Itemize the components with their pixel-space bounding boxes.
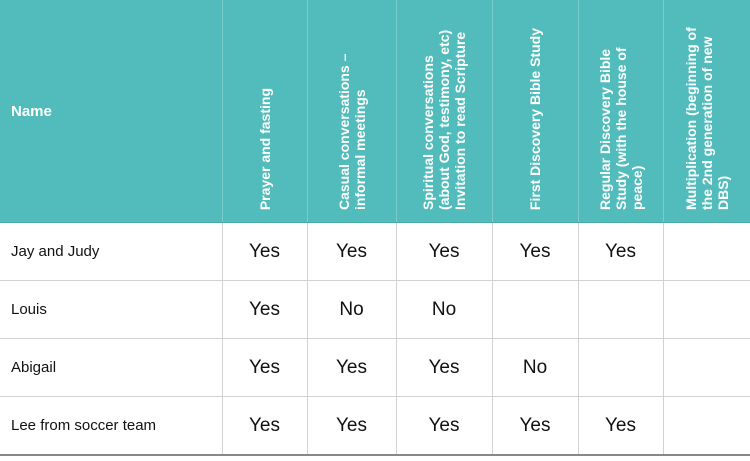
value-cell: Yes bbox=[307, 338, 397, 397]
value-cell bbox=[663, 280, 750, 339]
value-cell: Yes bbox=[578, 222, 664, 281]
value-cell: Yes bbox=[492, 222, 579, 281]
table-row: Jay and Judy Yes Yes Yes Yes Yes bbox=[0, 222, 750, 281]
value-cell: Yes bbox=[222, 222, 308, 281]
table-row: Abigail Yes Yes Yes No bbox=[0, 338, 750, 397]
column-header-label: First Discovery Bible Study bbox=[527, 27, 543, 210]
value-cell bbox=[578, 280, 664, 339]
value-cell: Yes bbox=[396, 338, 493, 397]
row-name-cell: Jay and Judy bbox=[0, 222, 223, 281]
table-row: Lee from soccer team Yes Yes Yes Yes Yes bbox=[0, 396, 750, 456]
column-header-label: Casual conversations – informal meetings bbox=[335, 53, 368, 210]
column-header-label: Spiritual conversations (about God, test… bbox=[420, 29, 468, 210]
value-cell bbox=[663, 222, 750, 281]
value-cell: Yes bbox=[222, 338, 308, 397]
column-header-prayer: Prayer and fasting bbox=[222, 0, 308, 223]
value-cell bbox=[492, 280, 579, 339]
value-cell: No bbox=[396, 280, 493, 339]
table-header: Name Prayer and fasting Casual conversat… bbox=[0, 0, 750, 223]
row-name-cell: Lee from soccer team bbox=[0, 396, 223, 456]
value-cell bbox=[663, 338, 750, 397]
value-cell: Yes bbox=[222, 396, 308, 456]
column-header-casual-conversations: Casual conversations – informal meetings bbox=[307, 0, 397, 223]
value-cell: Yes bbox=[396, 222, 493, 281]
value-cell: Yes bbox=[578, 396, 664, 456]
value-cell: Yes bbox=[492, 396, 579, 456]
value-cell: No bbox=[307, 280, 397, 339]
row-name-cell: Abigail bbox=[0, 338, 223, 397]
value-cell: No bbox=[492, 338, 579, 397]
column-header-spiritual-conversations: Spiritual conversations (about God, test… bbox=[396, 0, 493, 223]
column-header-first-dbs: First Discovery Bible Study bbox=[492, 0, 579, 223]
column-header-label: Regular Discovery Bible Study (with the … bbox=[596, 47, 645, 210]
table-row: Louis Yes No No bbox=[0, 280, 750, 339]
column-header-multiplication: Multiplication (beginning of the 2nd gen… bbox=[663, 0, 750, 223]
value-cell: Yes bbox=[396, 396, 493, 456]
column-header-label: Prayer and fasting bbox=[256, 87, 273, 210]
value-cell: Yes bbox=[307, 396, 397, 456]
column-header-name: Name bbox=[0, 0, 223, 223]
column-header-label: Multiplication (beginning of the 2nd gen… bbox=[682, 27, 731, 210]
value-cell: Yes bbox=[307, 222, 397, 281]
row-name-cell: Louis bbox=[0, 280, 223, 339]
value-cell bbox=[578, 338, 664, 397]
value-cell bbox=[663, 396, 750, 456]
value-cell: Yes bbox=[222, 280, 308, 339]
column-header-regular-dbs: Regular Discovery Bible Study (with the … bbox=[578, 0, 664, 223]
table-body: Jay and Judy Yes Yes Yes Yes Yes Louis Y… bbox=[0, 222, 750, 456]
header-row: Name Prayer and fasting Casual conversat… bbox=[0, 0, 750, 223]
